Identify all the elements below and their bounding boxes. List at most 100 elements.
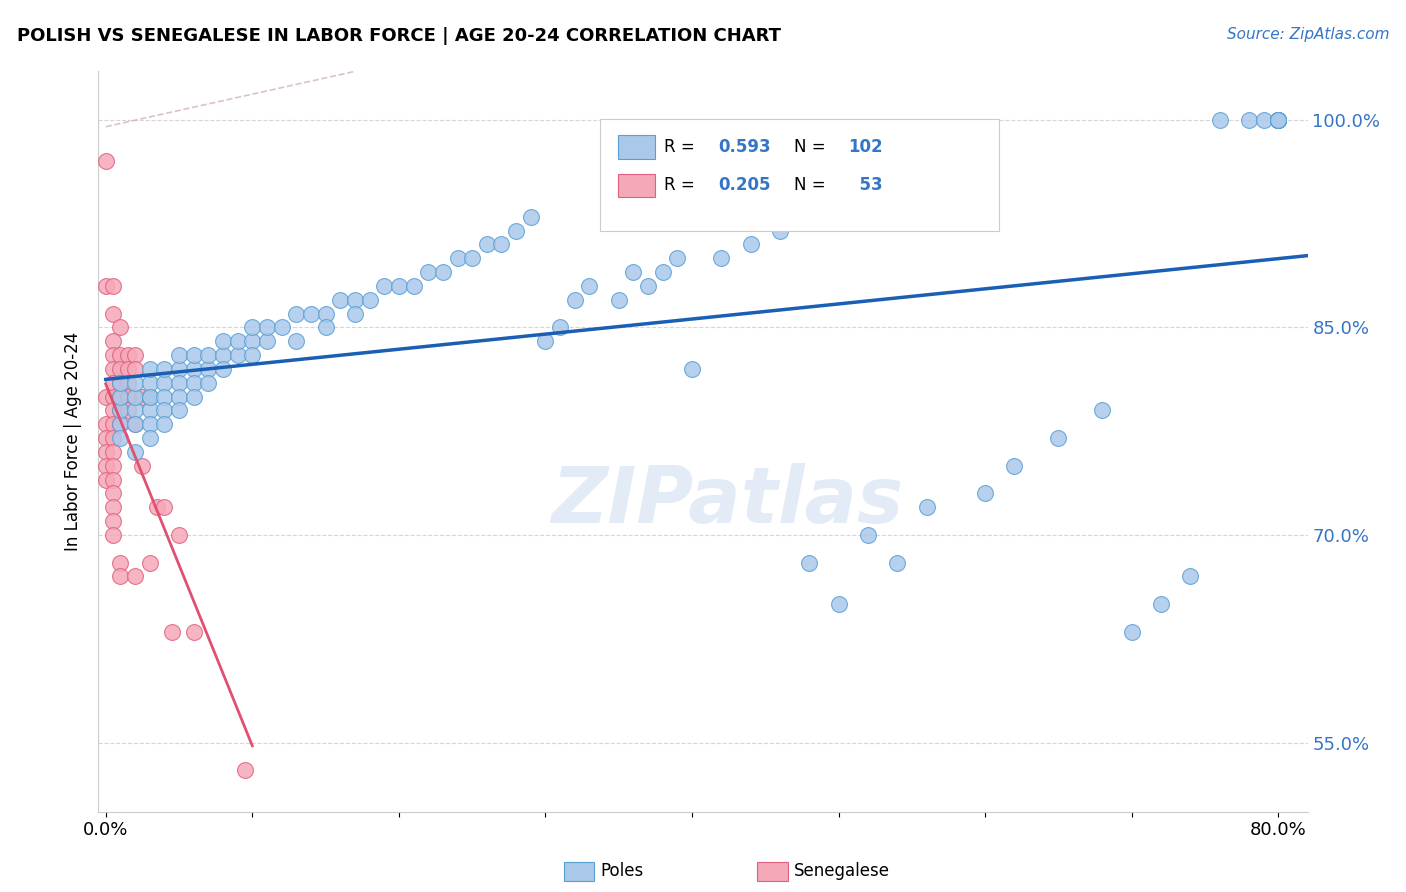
Point xyxy=(432,265,454,279)
Point xyxy=(167,362,190,376)
Point xyxy=(578,278,600,293)
Point xyxy=(1267,112,1289,127)
Point xyxy=(1091,403,1114,417)
Point xyxy=(233,763,256,777)
Text: ZIPatlas: ZIPatlas xyxy=(551,463,903,539)
Point xyxy=(101,486,124,500)
Point xyxy=(101,417,124,432)
Point xyxy=(124,569,146,583)
Point xyxy=(637,278,659,293)
Text: N =: N = xyxy=(793,177,831,194)
Point xyxy=(101,514,124,528)
Point xyxy=(101,458,124,473)
Point xyxy=(101,473,124,487)
Point xyxy=(167,376,190,390)
Text: R =: R = xyxy=(664,138,700,156)
Point xyxy=(94,431,117,445)
Point xyxy=(110,417,132,432)
Point xyxy=(183,390,205,404)
Point xyxy=(138,390,160,404)
Point xyxy=(183,624,205,639)
Point xyxy=(110,320,132,334)
Point xyxy=(110,348,132,362)
Point xyxy=(110,376,132,390)
Bar xyxy=(758,862,787,880)
Point xyxy=(138,417,160,432)
Point xyxy=(183,362,205,376)
Point xyxy=(621,265,644,279)
Bar xyxy=(619,135,655,159)
Text: 53: 53 xyxy=(848,177,883,194)
Point xyxy=(285,306,308,320)
Point xyxy=(1150,597,1173,611)
Point xyxy=(607,293,630,307)
Point xyxy=(1267,112,1289,127)
Point xyxy=(110,403,132,417)
Text: 0.205: 0.205 xyxy=(718,177,772,194)
Point xyxy=(1047,431,1070,445)
Point xyxy=(101,431,124,445)
Point xyxy=(446,251,468,265)
Point xyxy=(110,556,132,570)
Point xyxy=(1121,624,1143,639)
Point xyxy=(101,445,124,459)
Point xyxy=(110,376,132,390)
Point xyxy=(101,500,124,515)
Point xyxy=(110,403,132,417)
Point xyxy=(1267,112,1289,127)
Point xyxy=(256,320,278,334)
Point xyxy=(153,362,176,376)
Point xyxy=(359,293,381,307)
Y-axis label: In Labor Force | Age 20-24: In Labor Force | Age 20-24 xyxy=(65,332,83,551)
Point xyxy=(1267,112,1289,127)
Point xyxy=(1267,112,1289,127)
Text: 0.593: 0.593 xyxy=(718,138,772,156)
Point xyxy=(124,376,146,390)
Point xyxy=(110,569,132,583)
Point xyxy=(915,500,938,515)
Point xyxy=(740,237,762,252)
Point xyxy=(240,348,263,362)
Text: R =: R = xyxy=(664,177,700,194)
Point xyxy=(343,306,366,320)
Point xyxy=(402,278,425,293)
Point xyxy=(124,390,146,404)
Point xyxy=(101,348,124,362)
Point xyxy=(110,390,132,404)
Point xyxy=(475,237,498,252)
Point xyxy=(183,376,205,390)
Point xyxy=(373,278,395,293)
Point xyxy=(94,445,117,459)
Point xyxy=(101,278,124,293)
Point xyxy=(124,403,146,417)
Text: Senegalese: Senegalese xyxy=(793,862,890,880)
Point xyxy=(94,154,117,169)
Point xyxy=(94,417,117,432)
Point xyxy=(974,486,997,500)
Point xyxy=(117,403,139,417)
Point xyxy=(270,320,292,334)
Point xyxy=(1267,112,1289,127)
Point xyxy=(491,237,513,252)
Point xyxy=(799,556,821,570)
Point xyxy=(329,293,352,307)
Point xyxy=(666,251,689,265)
Point xyxy=(94,278,117,293)
Point xyxy=(94,473,117,487)
Point xyxy=(138,390,160,404)
Point xyxy=(1180,569,1202,583)
Point xyxy=(534,334,557,349)
Point xyxy=(197,376,219,390)
Point xyxy=(315,320,337,334)
Point xyxy=(681,362,703,376)
Bar xyxy=(564,862,595,880)
Point xyxy=(388,278,411,293)
Point xyxy=(101,528,124,542)
Bar xyxy=(619,174,655,197)
Point xyxy=(212,362,235,376)
Point xyxy=(226,348,249,362)
Point xyxy=(418,265,440,279)
Point xyxy=(167,403,190,417)
Point xyxy=(124,348,146,362)
Point xyxy=(1267,112,1289,127)
